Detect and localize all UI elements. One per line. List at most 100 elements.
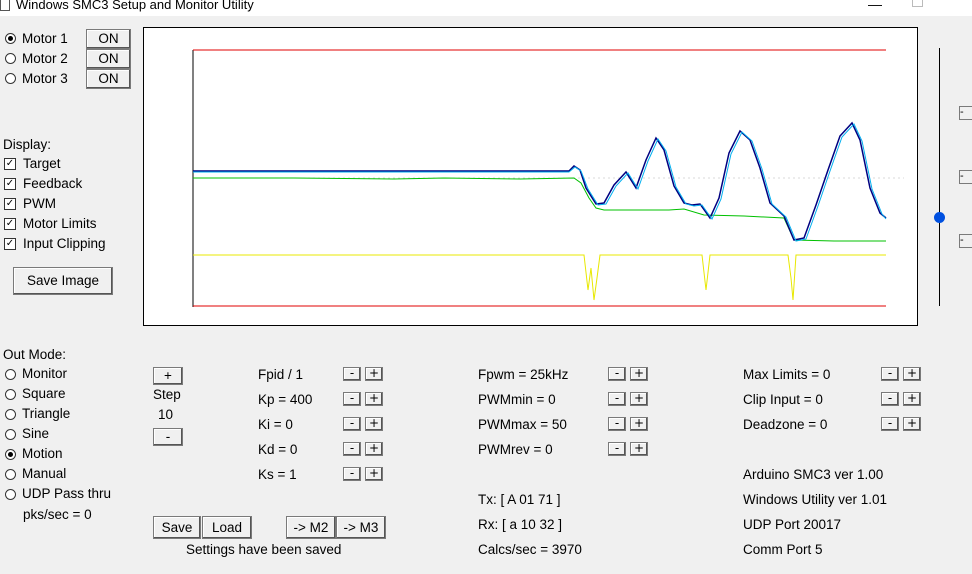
deadzone-plus-button[interactable]: + xyxy=(903,417,921,431)
kp-minus-button[interactable]: - xyxy=(343,392,361,406)
mode-motion-radio[interactable] xyxy=(5,449,16,460)
clipping-trace xyxy=(193,254,886,301)
clip-input-plus-button[interactable]: + xyxy=(903,392,921,406)
step-minus-button[interactable]: - xyxy=(153,428,183,446)
mode-square-radio[interactable] xyxy=(5,389,16,400)
mode-udp-radio[interactable] xyxy=(5,489,16,500)
mode-square-label: Square xyxy=(22,386,66,401)
pwm-label: PWM xyxy=(23,196,56,211)
ks-minus-button[interactable]: - xyxy=(343,467,361,481)
pwmmax-plus-button[interactable]: + xyxy=(630,417,648,431)
tx-readout: Tx: [ A 01 71 ] xyxy=(478,492,561,507)
pwmmax-label: PWMmax = 50 xyxy=(478,417,567,432)
copy-to-m3-button[interactable]: -> M3 xyxy=(336,516,386,539)
maximize-icon[interactable] xyxy=(912,0,923,7)
mode-triangle-radio[interactable] xyxy=(5,409,16,420)
target-checkbox[interactable]: ✓ xyxy=(4,158,16,170)
input-clipping-checkbox[interactable]: ✓ xyxy=(4,238,16,250)
mode-monitor-radio[interactable] xyxy=(5,369,16,380)
load-button[interactable]: Load xyxy=(202,516,252,539)
motor-2-label: Motor 2 xyxy=(22,51,68,66)
max-limits-plus-button[interactable]: + xyxy=(903,367,921,381)
ki-plus-button[interactable]: + xyxy=(365,417,383,431)
clip-input-minus-button[interactable]: - xyxy=(881,392,899,406)
fpwm-minus-button[interactable]: - xyxy=(608,367,626,381)
fpwm-plus-button[interactable]: + xyxy=(630,367,648,381)
kp-label: Kp = 400 xyxy=(258,392,313,407)
motor-3-on-button[interactable]: ON xyxy=(86,69,131,89)
motor-3-radio[interactable] xyxy=(5,73,16,84)
title-bar: Windows SMC3 Setup and Monitor Utility — xyxy=(0,0,972,16)
feedback-label: Feedback xyxy=(23,176,83,191)
comm-port: Comm Port 5 xyxy=(743,542,823,557)
step-plus-button[interactable]: + xyxy=(153,367,183,385)
pwmrev-label: PWMrev = 0 xyxy=(478,442,553,457)
copy-to-m2-button[interactable]: -> M2 xyxy=(286,516,336,539)
target-label: Target xyxy=(23,156,61,171)
feedback-trace xyxy=(193,123,887,242)
ks-plus-button[interactable]: + xyxy=(365,467,383,481)
pwmmax-minus-button[interactable]: - xyxy=(608,417,626,431)
pwm-checkbox[interactable]: ✓ xyxy=(4,198,16,210)
save-button[interactable]: Save xyxy=(153,516,201,539)
save-image-button[interactable]: Save Image xyxy=(13,267,113,295)
pwmmin-label: PWMmin = 0 xyxy=(478,392,556,407)
feedback-checkbox[interactable]: ✓ xyxy=(4,178,16,190)
fpwm-label: Fpwm = 25kHz xyxy=(478,367,569,382)
kp-plus-button[interactable]: + xyxy=(365,392,383,406)
mode-sine-label: Sine xyxy=(22,426,50,441)
mode-triangle-label: Triangle xyxy=(22,406,71,421)
motor-limits-checkbox[interactable]: ✓ xyxy=(4,218,16,230)
pks-per-sec: pks/sec = 0 xyxy=(23,507,92,522)
zoom-button-1[interactable]: - xyxy=(959,106,972,120)
target-trace xyxy=(193,121,887,241)
minimize-icon[interactable]: — xyxy=(868,0,882,12)
zoom-button-2[interactable]: - xyxy=(959,170,972,184)
rx-readout: Rx: [ a 10 32 ] xyxy=(478,517,563,532)
step-value: 10 xyxy=(158,407,174,422)
motor-1-on-button[interactable]: ON xyxy=(86,29,131,49)
motor-limits-label: Motor Limits xyxy=(23,216,97,231)
mode-manual-radio[interactable] xyxy=(5,469,16,480)
deadzone-minus-button[interactable]: - xyxy=(881,417,899,431)
mode-motion-label: Motion xyxy=(22,446,63,461)
mode-manual-label: Manual xyxy=(22,466,67,481)
kd-plus-button[interactable]: + xyxy=(365,442,383,456)
mode-udp-label: UDP Pass thru xyxy=(22,486,112,501)
input-clipping-label: Input Clipping xyxy=(23,236,106,251)
motor-3-label: Motor 3 xyxy=(22,71,68,86)
kd-minus-button[interactable]: - xyxy=(343,442,361,456)
slider-thumb[interactable] xyxy=(934,212,945,223)
step-label: Step xyxy=(153,387,181,402)
udp-port: UDP Port 20017 xyxy=(743,517,842,532)
clip-input-label: Clip Input = 0 xyxy=(743,392,823,407)
pwm-trace xyxy=(193,177,886,242)
fpid-plus-button[interactable]: + xyxy=(365,367,383,381)
kd-label: Kd = 0 xyxy=(258,442,298,457)
pwmrev-minus-button[interactable]: - xyxy=(608,442,626,456)
ki-label: Ki = 0 xyxy=(258,417,293,432)
calcs-per-sec: Calcs/sec = 3970 xyxy=(478,542,582,557)
mode-monitor-label: Monitor xyxy=(22,366,68,381)
motor-1-radio[interactable] xyxy=(5,33,16,44)
max-limits-minus-button[interactable]: - xyxy=(881,367,899,381)
display-heading: Display: xyxy=(3,137,52,152)
motor-1-label: Motor 1 xyxy=(22,31,68,46)
motor-2-radio[interactable] xyxy=(5,53,16,64)
ki-minus-button[interactable]: - xyxy=(343,417,361,431)
fpid-minus-button[interactable]: - xyxy=(343,367,361,381)
zoom-button-3[interactable]: - xyxy=(959,234,972,248)
monitor-plot xyxy=(143,27,918,326)
arduino-version: Arduino SMC3 ver 1.00 xyxy=(743,467,884,482)
plot-canvas xyxy=(192,49,904,307)
fpid-label: Fpid / 1 xyxy=(258,367,304,382)
slider-track xyxy=(939,48,940,306)
pwmmin-plus-button[interactable]: + xyxy=(630,392,648,406)
app-icon xyxy=(0,0,10,11)
motor-2-on-button[interactable]: ON xyxy=(86,49,131,69)
window-title: Windows SMC3 Setup and Monitor Utility xyxy=(16,0,254,12)
pwmrev-plus-button[interactable]: + xyxy=(630,442,648,456)
mode-sine-radio[interactable] xyxy=(5,429,16,440)
pwmmin-minus-button[interactable]: - xyxy=(608,392,626,406)
ks-label: Ks = 1 xyxy=(258,467,297,482)
